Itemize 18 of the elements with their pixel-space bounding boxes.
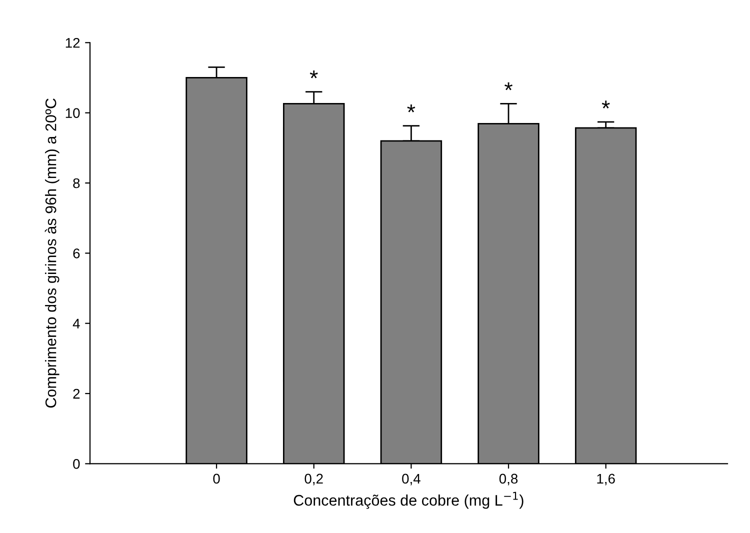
annotation: * bbox=[310, 70, 318, 78]
y-tick-label: 12 bbox=[66, 38, 80, 48]
x-tick-label: 0,2 bbox=[304, 474, 323, 486]
y-tick-label: 0 bbox=[73, 459, 80, 469]
y-tick-label: 6 bbox=[73, 248, 80, 258]
x-tick-label: 0,8 bbox=[499, 474, 518, 486]
y-tick-label: 8 bbox=[73, 178, 80, 188]
y-tick-label: 2 bbox=[73, 388, 80, 399]
annotation: * bbox=[407, 104, 416, 112]
x-tick-label: 0,4 bbox=[402, 474, 420, 486]
x-tick-label: 1,6 bbox=[597, 474, 615, 486]
x-axis-title: Concentrações de cobre (mg L$^{−1}$) bbox=[294, 492, 524, 509]
y-tick-label: 10 bbox=[66, 108, 80, 118]
annotation: * bbox=[602, 100, 610, 108]
annotation: * bbox=[504, 82, 512, 90]
y-tick-label: 4 bbox=[72, 318, 80, 328]
x-tick-label: 0 bbox=[213, 474, 220, 484]
y-axis-title: Comprimento dos girinos às 96h (mm) a 20ºC bbox=[44, 98, 60, 408]
